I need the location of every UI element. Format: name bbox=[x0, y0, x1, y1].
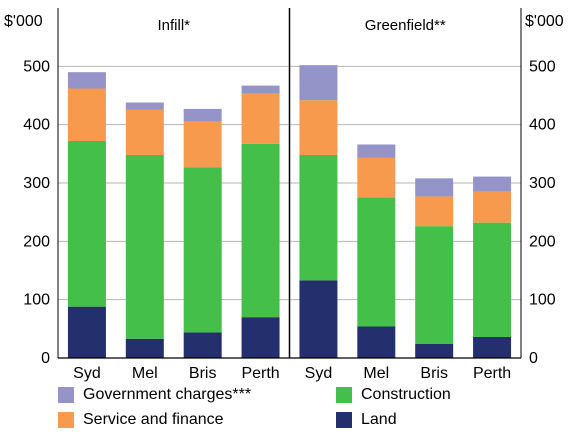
bar-greenfield-perth-government-charges bbox=[473, 176, 512, 192]
bar-greenfield-bris-government-charges bbox=[415, 178, 454, 197]
y-tick-label-left-300: 300 bbox=[23, 175, 50, 192]
bar-infill-perth-land bbox=[241, 317, 280, 358]
bar-greenfield-syd-land bbox=[299, 280, 338, 358]
y-tick-label-right-100: 100 bbox=[529, 292, 556, 309]
bar-infill-bris-government-charges bbox=[183, 108, 222, 122]
bar-greenfield-bris-construction bbox=[415, 226, 454, 344]
bar-infill-bris-land bbox=[183, 332, 222, 358]
legend-swatch-service-and-finance bbox=[58, 412, 74, 428]
y-tick-label-left-500: 500 bbox=[23, 58, 50, 75]
bar-greenfield-mel-government-charges bbox=[357, 144, 396, 158]
y-tick-label-right-0: 0 bbox=[529, 350, 538, 367]
legend-label-construction: Construction bbox=[361, 386, 451, 403]
bar-greenfield-perth-construction bbox=[473, 222, 512, 337]
bar-infill-mel-land bbox=[125, 338, 164, 358]
bar-greenfield-mel-construction bbox=[357, 197, 396, 327]
bar-greenfield-syd-service-and-finance bbox=[299, 100, 338, 155]
x-tick-label-infill-perth: Perth bbox=[241, 365, 279, 382]
bar-greenfield-syd-government-charges bbox=[299, 65, 338, 101]
x-tick-label-infill-bris: Bris bbox=[189, 365, 217, 382]
bar-infill-mel-construction bbox=[125, 155, 164, 339]
y-tick-label-right-500: 500 bbox=[529, 58, 556, 75]
legend-label-government-charges: Government charges*** bbox=[83, 386, 252, 403]
y-tick-label-right-400: 400 bbox=[529, 117, 556, 134]
y-tick-label-left-400: 400 bbox=[23, 117, 50, 134]
bar-greenfield-mel-land bbox=[357, 326, 396, 358]
x-tick-label-greenfield-perth: Perth bbox=[473, 365, 511, 382]
legend-swatch-land bbox=[336, 412, 352, 428]
x-tick-label-greenfield-bris: Bris bbox=[420, 365, 448, 382]
bar-greenfield-bris-service-and-finance bbox=[415, 196, 454, 227]
legend-label-land: Land bbox=[361, 411, 397, 428]
bar-greenfield-perth-land bbox=[473, 337, 512, 358]
x-tick-label-greenfield-mel: Mel bbox=[363, 365, 389, 382]
panel-title-2: Greenfield** bbox=[365, 17, 446, 34]
legend-swatch-construction bbox=[336, 387, 352, 403]
panel-title-1: Infill* bbox=[157, 17, 190, 34]
bar-infill-syd-land bbox=[67, 306, 106, 358]
bar-infill-mel-government-charges bbox=[125, 102, 164, 110]
bar-greenfield-bris-land bbox=[415, 344, 454, 358]
y-tick-label-right-200: 200 bbox=[529, 233, 556, 250]
y-tick-label-right-300: 300 bbox=[529, 175, 556, 192]
y-tick-label-left-0: 0 bbox=[41, 350, 50, 367]
y-axis-unit-right: $'000 bbox=[525, 13, 564, 30]
legend-swatch-government-charges bbox=[58, 387, 74, 403]
x-tick-label-greenfield-syd: Syd bbox=[305, 365, 333, 382]
legend-item-service-and-finance: Service and finance bbox=[58, 411, 224, 429]
legend-item-government-charges: Government charges*** bbox=[58, 386, 251, 404]
bar-infill-bris-service-and-finance bbox=[183, 121, 222, 168]
bar-infill-syd-construction bbox=[67, 141, 106, 307]
legend-item-construction: Construction bbox=[336, 386, 451, 404]
bar-greenfield-perth-service-and-finance bbox=[473, 191, 512, 223]
bar-infill-perth-construction bbox=[241, 143, 280, 318]
legend-label-service-and-finance: Service and finance bbox=[83, 411, 224, 428]
legend-item-land: Land bbox=[336, 411, 397, 429]
bar-greenfield-mel-service-and-finance bbox=[357, 157, 396, 198]
bar-infill-perth-service-and-finance bbox=[241, 93, 280, 144]
bar-infill-syd-government-charges bbox=[67, 72, 106, 89]
bar-greenfield-syd-construction bbox=[299, 155, 338, 281]
bar-infill-perth-government-charges bbox=[241, 85, 280, 94]
y-tick-label-left-100: 100 bbox=[23, 292, 50, 309]
bar-infill-syd-service-and-finance bbox=[67, 88, 106, 141]
bar-infill-bris-construction bbox=[183, 167, 222, 333]
x-tick-label-infill-syd: Syd bbox=[73, 365, 101, 382]
y-axis-unit-left: $'000 bbox=[4, 13, 43, 30]
y-tick-label-left-200: 200 bbox=[23, 233, 50, 250]
x-tick-label-infill-mel: Mel bbox=[132, 365, 158, 382]
bar-infill-mel-service-and-finance bbox=[125, 109, 164, 155]
